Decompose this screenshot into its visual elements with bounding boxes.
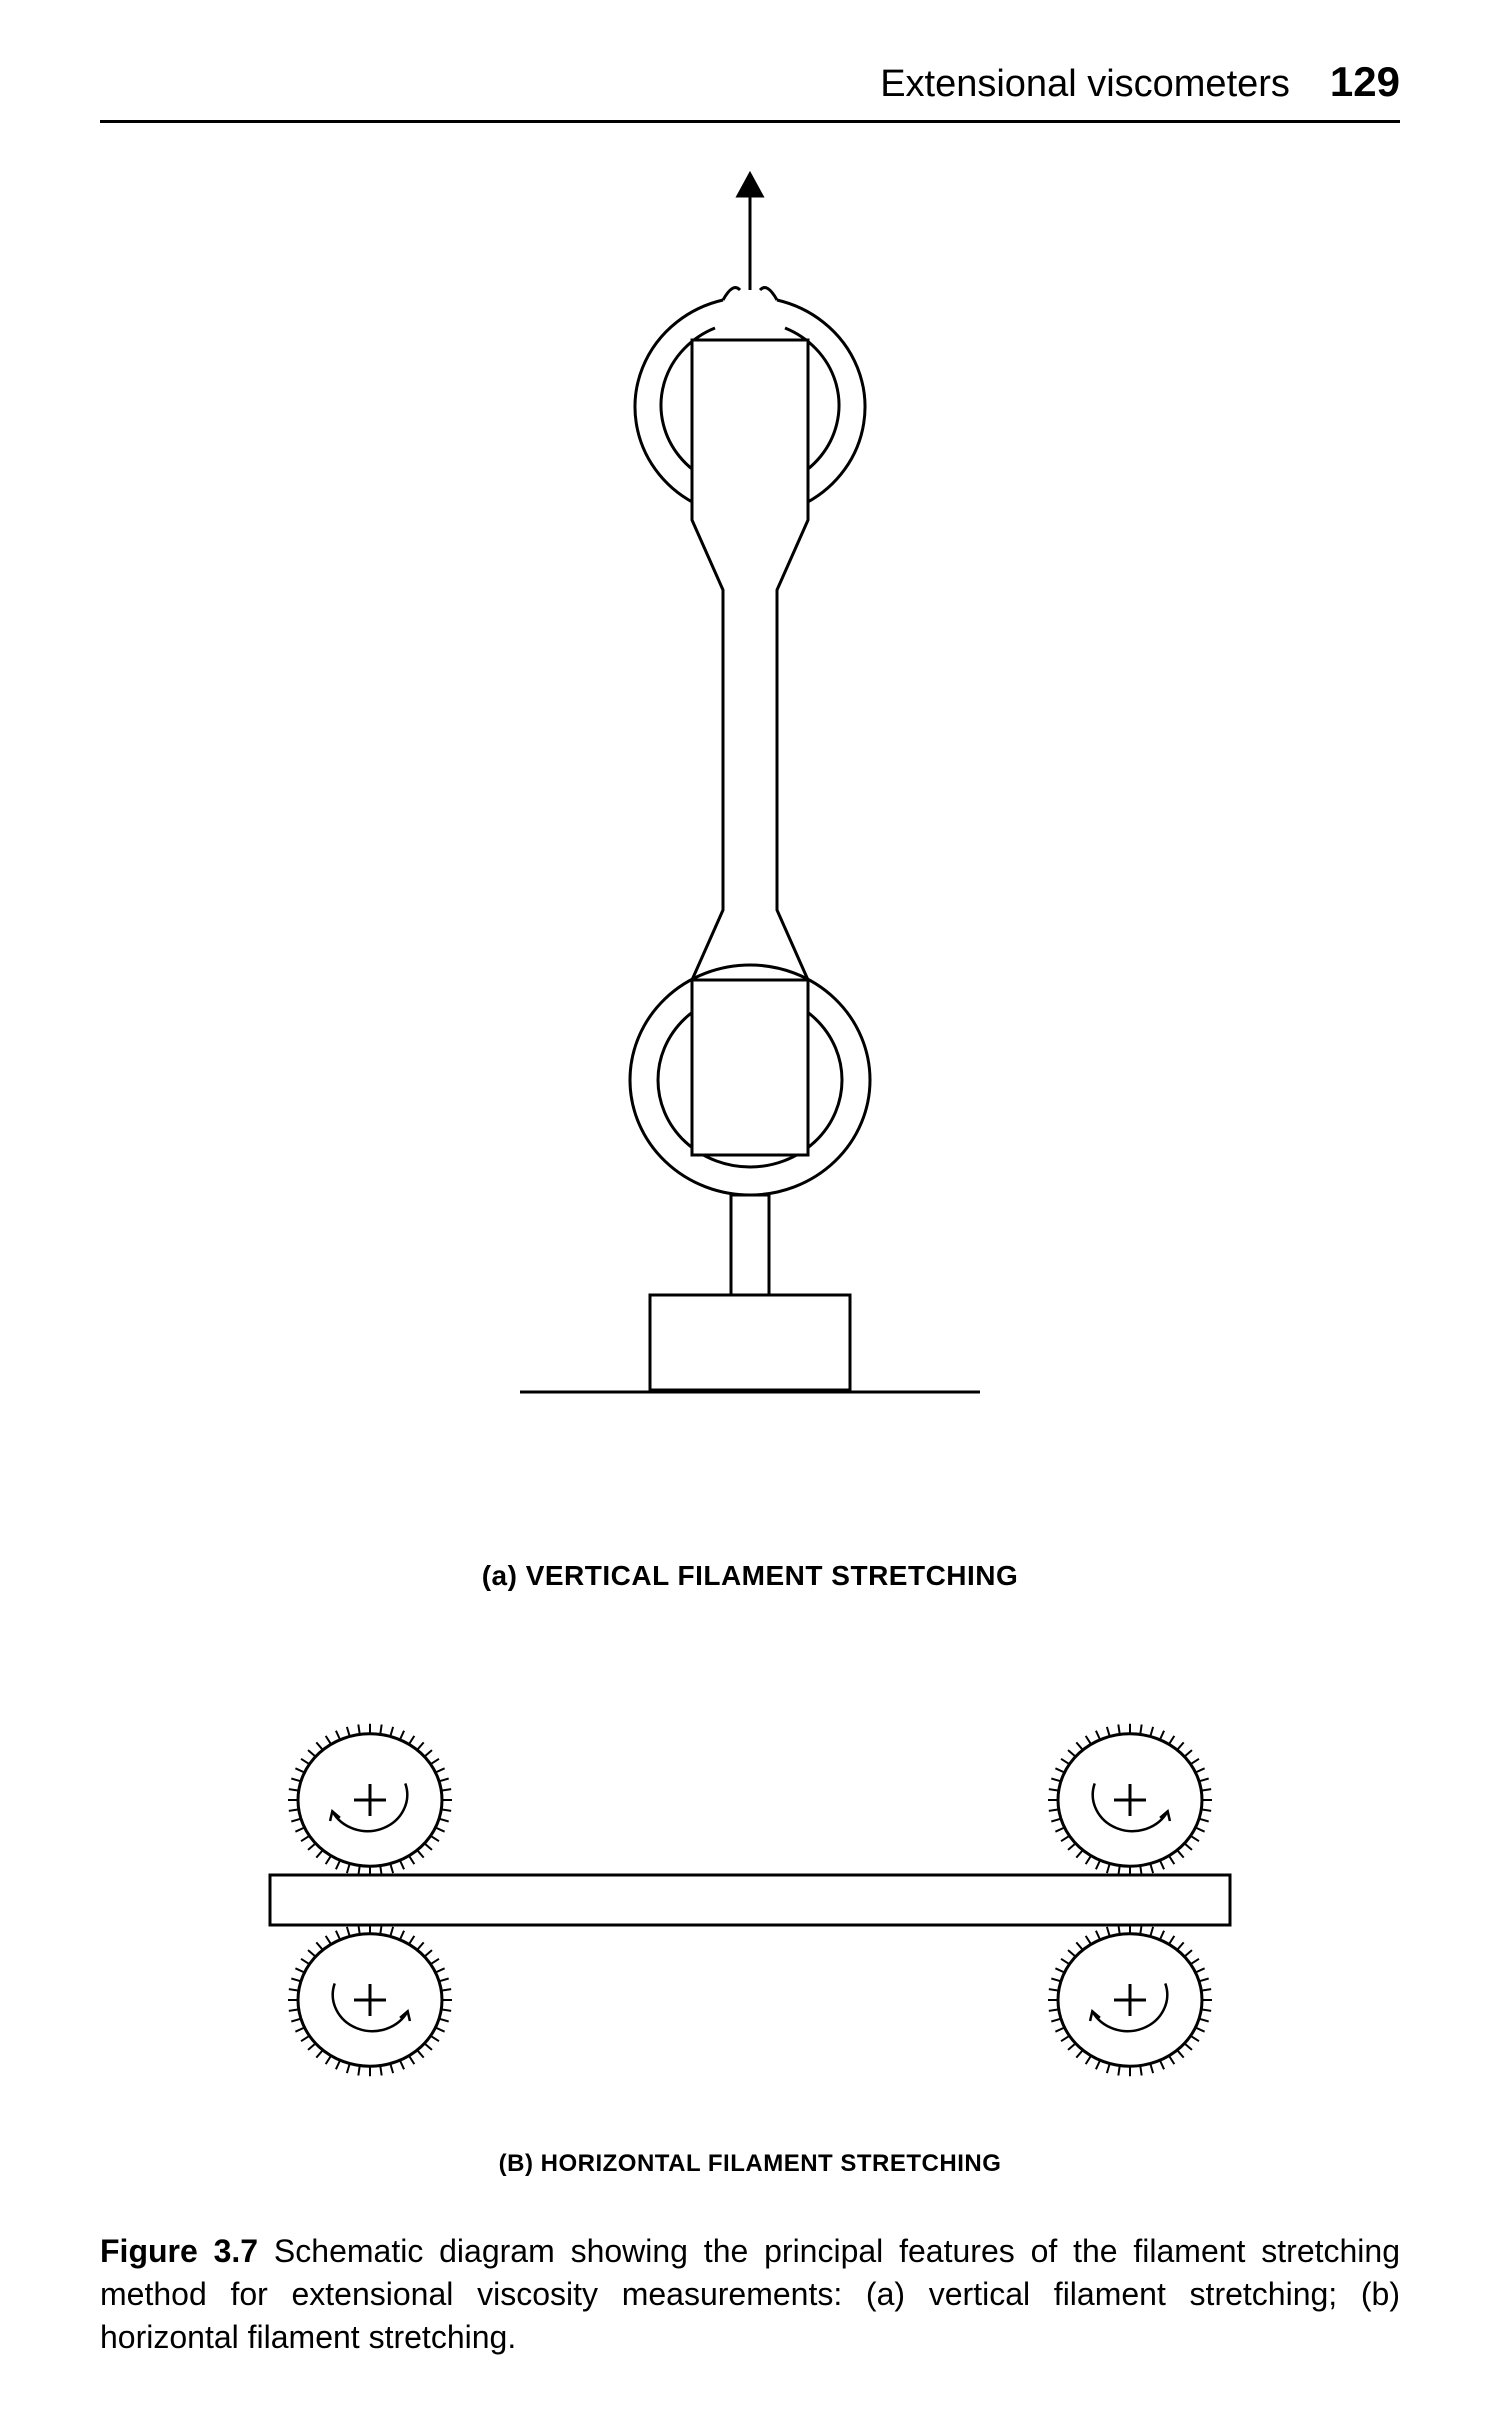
figure-number: Figure 3.7 <box>100 2233 258 2269</box>
page-number: 129 <box>1330 58 1400 106</box>
pull-arrow-head <box>738 174 762 196</box>
diagram-vertical-filament <box>450 170 1050 1490</box>
filament-bar <box>270 1875 1230 1925</box>
roller-top-right <box>1048 1724 1212 1876</box>
figure-caption-text: Schematic diagram showing the principal … <box>100 2233 1400 2355</box>
diagram-b-label: (B) HORIZONTAL FILAMENT STRETCHING <box>0 2150 1500 2178</box>
diagram-a-label: (a) VERTICAL FILAMENT STRETCHING <box>0 1560 1500 1592</box>
support-post <box>731 1195 769 1295</box>
specimen-bottom-front <box>692 980 808 1155</box>
roller-bottom-right <box>1048 1924 1212 2076</box>
page-header: Extensional viscometers 129 <box>0 58 1400 106</box>
base-block <box>650 1295 850 1390</box>
figure-caption: Figure 3.7 Schematic diagram showing the… <box>100 2230 1400 2360</box>
diagram-horizontal-filament <box>230 1710 1270 2090</box>
header-rule <box>100 120 1400 123</box>
roller-bottom-left <box>288 1924 452 2076</box>
roller-top-left <box>288 1724 452 1876</box>
header-title: Extensional viscometers <box>880 63 1290 106</box>
